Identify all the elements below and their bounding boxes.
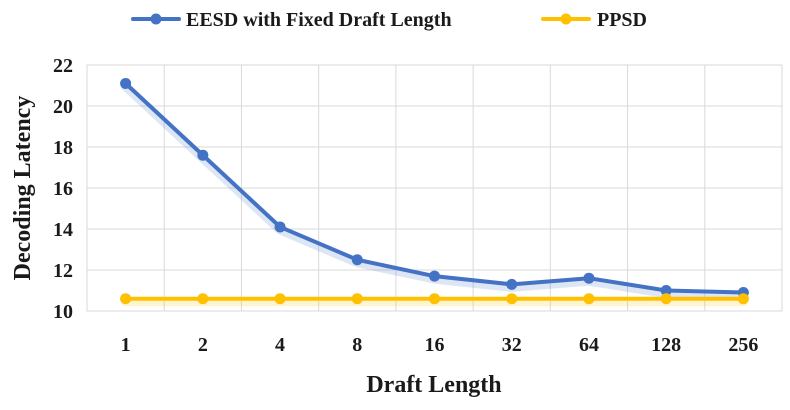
series-group — [120, 77, 749, 307]
y-axis-title: Decoding Latency — [10, 96, 36, 281]
y-tick-label: 16 — [53, 178, 73, 200]
legend-item: PPSD — [541, 9, 647, 31]
data-point — [583, 272, 595, 284]
y-tick-label: 18 — [53, 137, 73, 159]
x-tick-label: 8 — [352, 334, 362, 356]
data-point — [429, 270, 440, 282]
legend-item: EESD with Fixed Draft Length — [131, 9, 452, 31]
data-point — [120, 293, 132, 305]
y-tick-labels: 10 12 14 16 18 20 22 — [53, 55, 73, 323]
data-point — [506, 278, 518, 290]
x-tick-label: 1 — [121, 334, 131, 356]
x-tick-label: 4 — [275, 334, 285, 356]
series-line-glow — [121, 81, 748, 301]
x-tick-labels: 1 2 4 8 16 32 64 128 256 — [121, 334, 759, 356]
legend-swatch-marker — [560, 13, 572, 25]
legend-swatch-marker — [150, 13, 162, 25]
legend-label: PPSD — [597, 9, 647, 31]
data-point — [120, 77, 132, 89]
legend-label: EESD with Fixed Draft Length — [186, 9, 452, 31]
y-tick-label: 10 — [53, 301, 73, 323]
data-point — [429, 293, 440, 305]
data-point — [506, 293, 518, 305]
data-point — [274, 221, 286, 233]
x-tick-label: 2 — [198, 334, 208, 356]
data-point — [583, 293, 595, 305]
data-point — [737, 293, 749, 305]
y-tick-label: 12 — [53, 260, 73, 282]
x-axis-title: Draft Length — [366, 372, 501, 398]
x-tick-label: 128 — [651, 334, 681, 356]
data-point — [197, 149, 209, 161]
data-point — [197, 293, 209, 305]
legend: EESD with Fixed Draft Length PPSD — [131, 9, 647, 31]
x-tick-label: 64 — [579, 334, 599, 356]
series-2 — [120, 293, 749, 307]
data-point — [351, 293, 363, 305]
y-tick-label: 14 — [53, 219, 73, 241]
data-point — [351, 254, 363, 266]
series-1 — [120, 77, 749, 301]
data-point — [274, 293, 286, 305]
y-tick-label: 20 — [53, 96, 73, 118]
gridlines — [86, 64, 783, 312]
x-tick-label: 32 — [502, 334, 522, 356]
data-point — [660, 285, 672, 296]
x-tick-label: 256 — [728, 334, 758, 356]
y-tick-label: 22 — [53, 55, 73, 77]
x-tick-label: 16 — [425, 334, 445, 356]
data-point — [660, 293, 672, 305]
